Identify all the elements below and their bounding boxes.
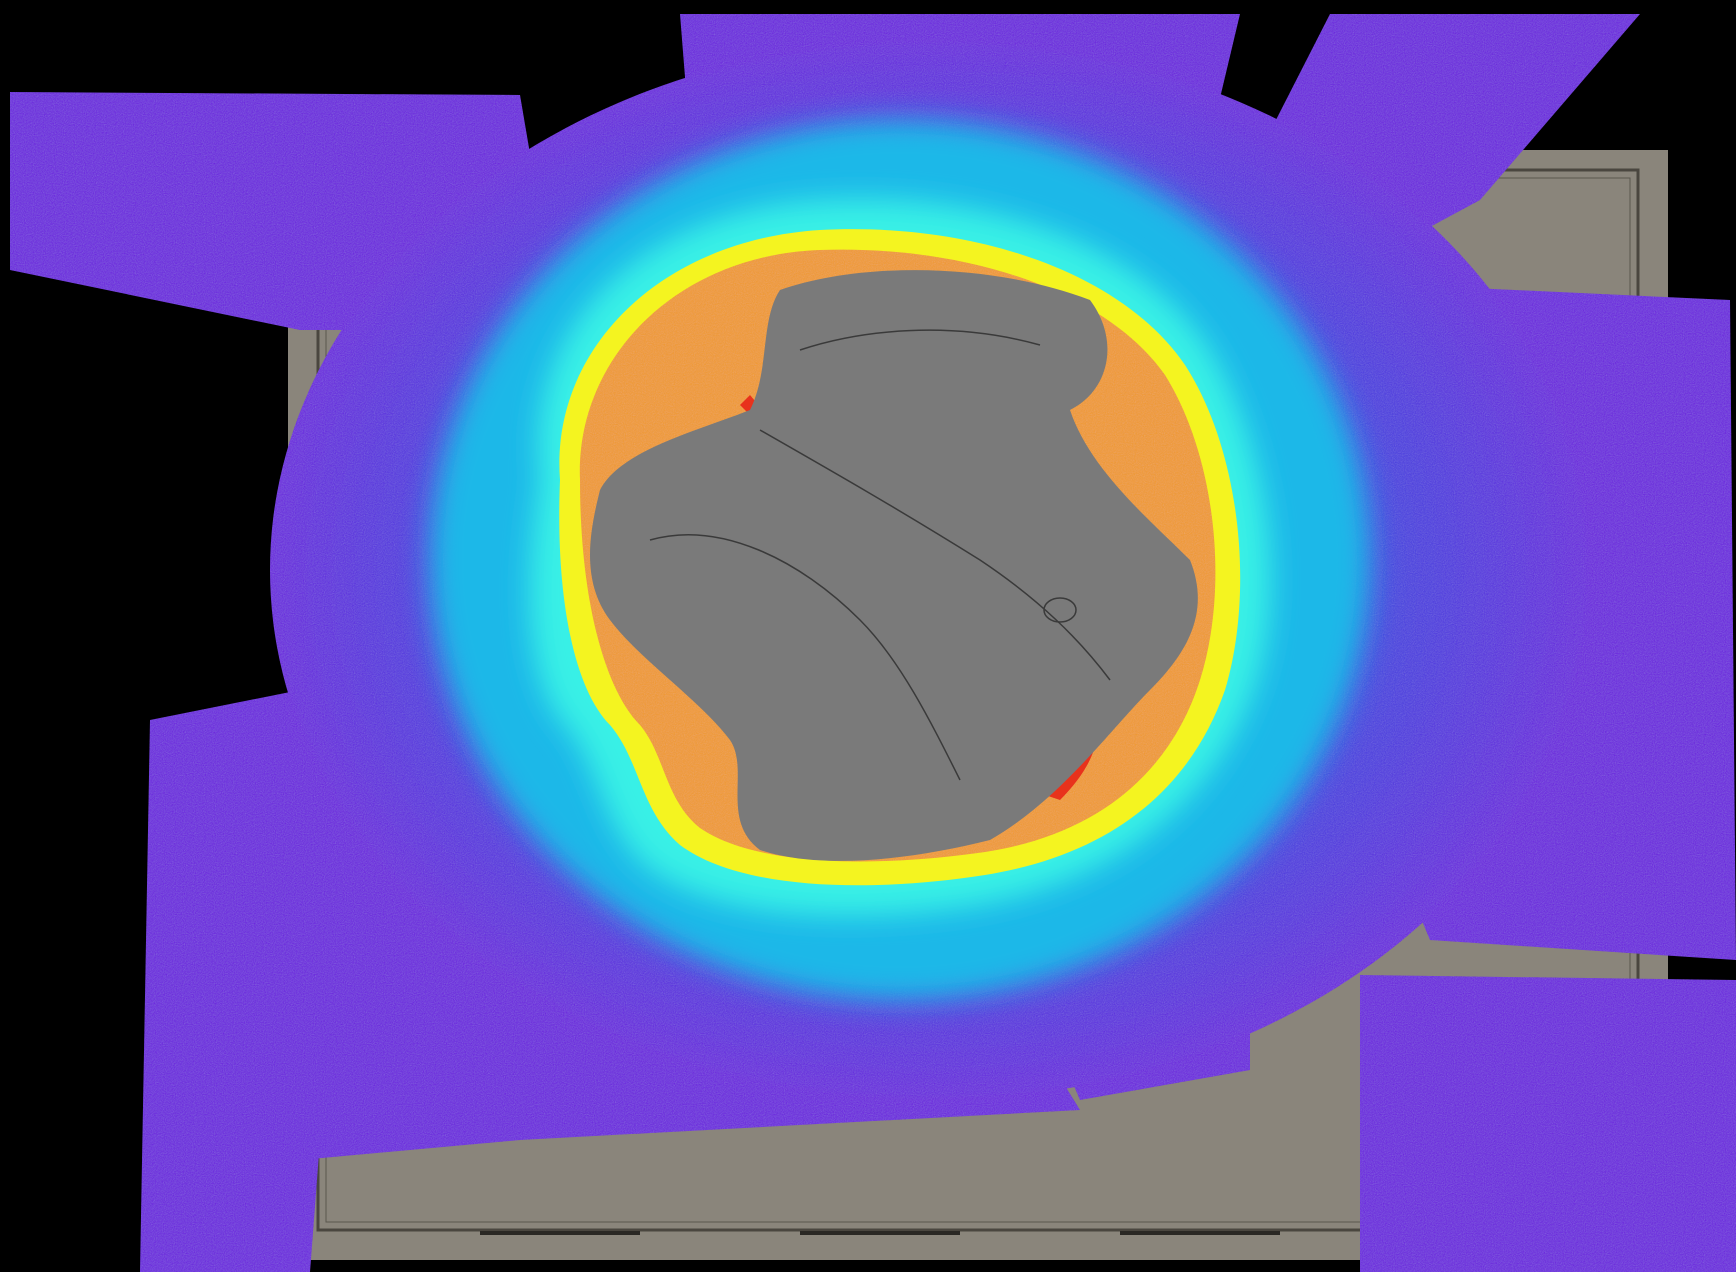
island-land <box>590 270 1198 861</box>
chart-linework <box>649 329 1111 781</box>
